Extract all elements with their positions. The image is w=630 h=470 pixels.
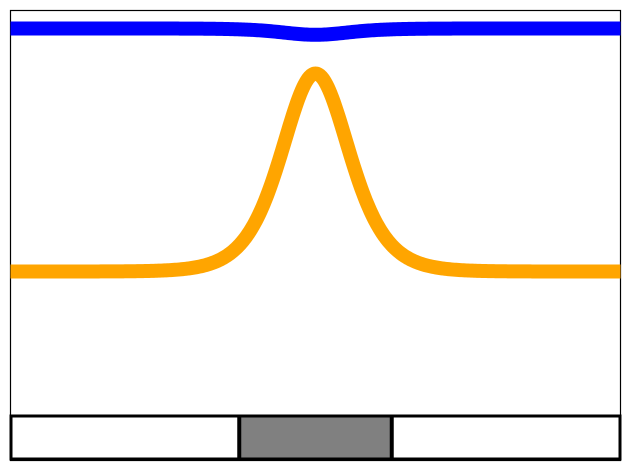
series-line-2 — [5, 66, 626, 279]
bottom-bar-segment-3 — [390, 414, 622, 461]
bottom-bar-segment-1 — [9, 414, 241, 461]
series-layer — [5, 21, 626, 279]
bottom-bar-segment-2 — [238, 414, 393, 461]
bottom-bar — [9, 414, 622, 461]
plot-frame — [9, 9, 622, 462]
series-line-1 — [5, 21, 626, 42]
